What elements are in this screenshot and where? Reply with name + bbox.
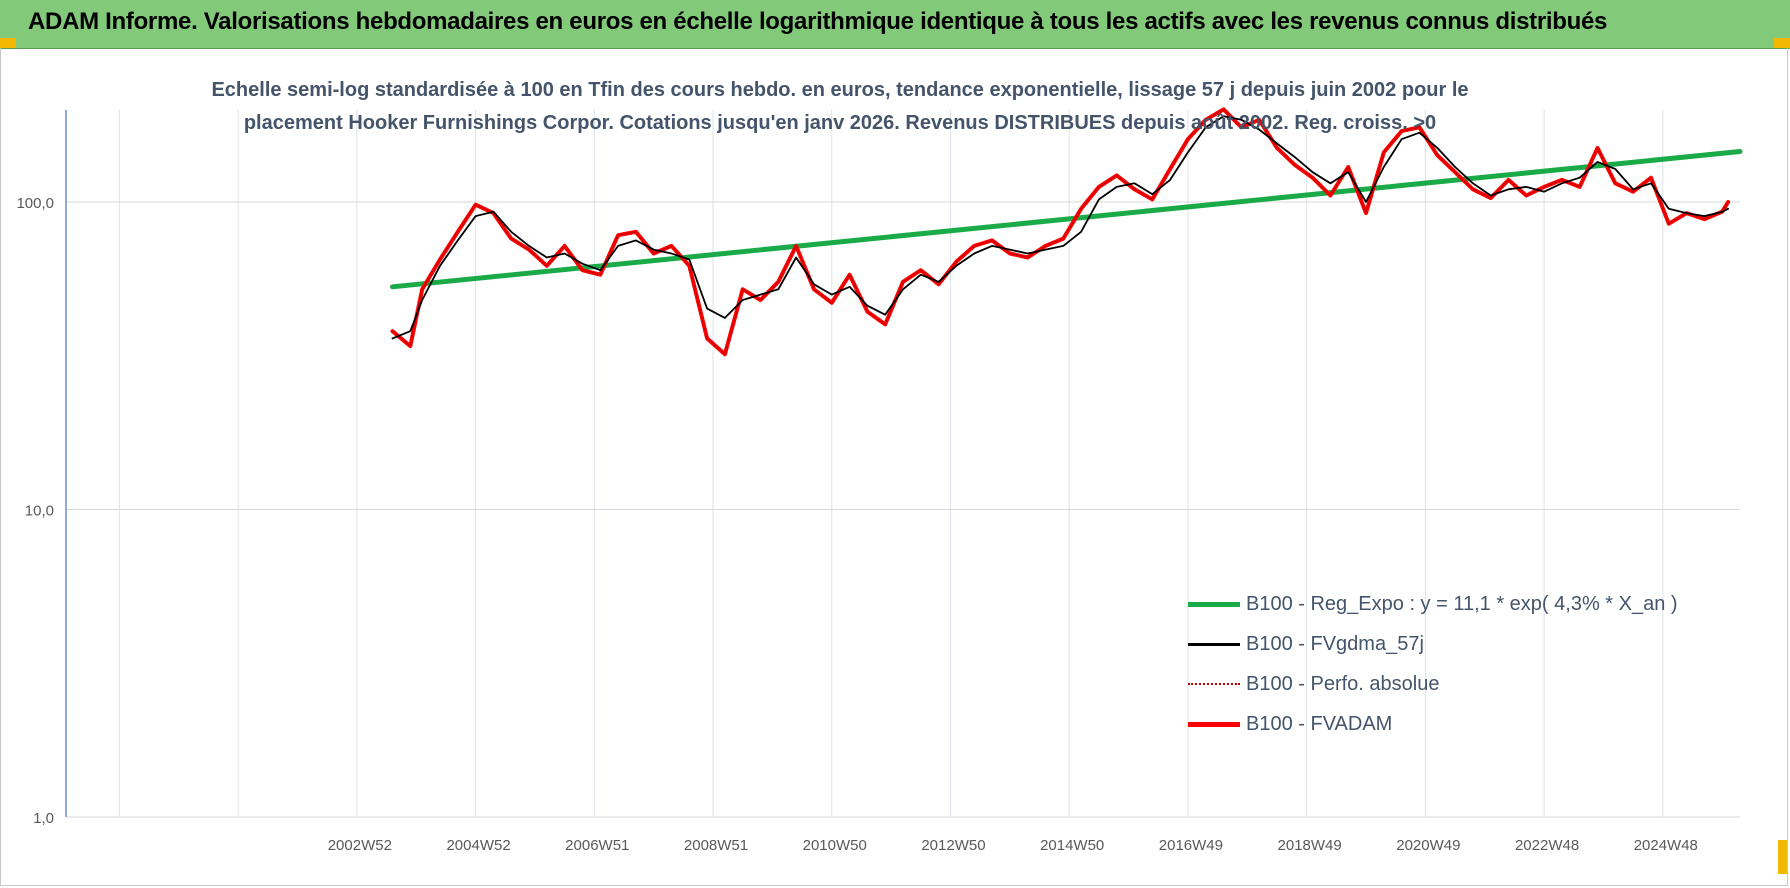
- y-tick-label: 1,0: [33, 810, 54, 827]
- legend-item-smooth: B100 - FVgdma_57j: [1188, 624, 1678, 664]
- legend-item-adam: B100 - FVADAM: [1188, 704, 1678, 744]
- x-tick-label: 2022W48: [1515, 837, 1579, 854]
- legend-label-trend: B100 - Reg_Expo : y = 11,1 * exp( 4,3% *…: [1246, 592, 1678, 615]
- series-layer: [390, 107, 1743, 357]
- corner-marker-bottom-right: [1778, 840, 1788, 874]
- legend-swatch-adam: [1188, 721, 1240, 727]
- series-line-adam: [390, 107, 1731, 357]
- legend-label-smooth: B100 - FVgdma_57j: [1246, 632, 1424, 655]
- legend-label-perf: B100 - Perfo. absolue: [1246, 672, 1440, 695]
- chart-subtitle: Echelle semi-log standardisée à 100 en T…: [211, 79, 1469, 134]
- legend-item-perf: B100 - Perfo. absolue: [1188, 664, 1678, 704]
- x-tick-label: 2006W51: [565, 837, 629, 854]
- x-tick-label: 2014W50: [1040, 837, 1104, 854]
- series-line-smooth: [391, 115, 1729, 340]
- legend-item-trend: B100 - Reg_Expo : y = 11,1 * exp( 4,3% *…: [1188, 584, 1678, 624]
- x-tick-label: 2002W52: [328, 837, 392, 854]
- legend-swatch-smooth: [1188, 642, 1240, 646]
- page-title: ADAM Informe. Valorisations hebdomadaire…: [28, 8, 1608, 35]
- chart-frame: [0, 48, 1788, 886]
- title-banner: ADAM Informe. Valorisations hebdomadaire…: [0, 0, 1790, 49]
- corner-marker-left: [0, 38, 16, 48]
- chart-legend: B100 - Reg_Expo : y = 11,1 * exp( 4,3% *…: [1188, 584, 1678, 744]
- y-tick-labels: 1,0 10,0 100,0: [16, 195, 54, 827]
- legend-swatch-perf: [1188, 683, 1240, 685]
- y-tick-label: 100,0: [16, 195, 54, 212]
- series-line-trend: [390, 149, 1743, 290]
- x-tick-label: 2016W49: [1159, 837, 1223, 854]
- x-tick-label: 2018W49: [1278, 837, 1342, 854]
- y-tick-label: 10,0: [25, 503, 54, 520]
- series-line-perf: [391, 108, 1729, 355]
- x-tick-label: 2020W49: [1396, 837, 1460, 854]
- legend-label-adam: B100 - FVADAM: [1246, 712, 1393, 735]
- x-tick-label: 2010W50: [803, 837, 867, 854]
- x-tick-label: 2024W48: [1634, 837, 1698, 854]
- corner-marker-right: [1774, 38, 1790, 48]
- x-tick-label: 2004W52: [446, 837, 510, 854]
- horizontal-gridlines: [66, 201, 1740, 818]
- x-tick-labels: 2002W52 2004W52 2006W51 2008W51 2010W50 2012W…: [328, 837, 1698, 854]
- x-tick-label: 2012W50: [921, 837, 985, 854]
- x-tick-label: 2008W51: [684, 837, 748, 854]
- legend-swatch-trend: [1188, 601, 1240, 607]
